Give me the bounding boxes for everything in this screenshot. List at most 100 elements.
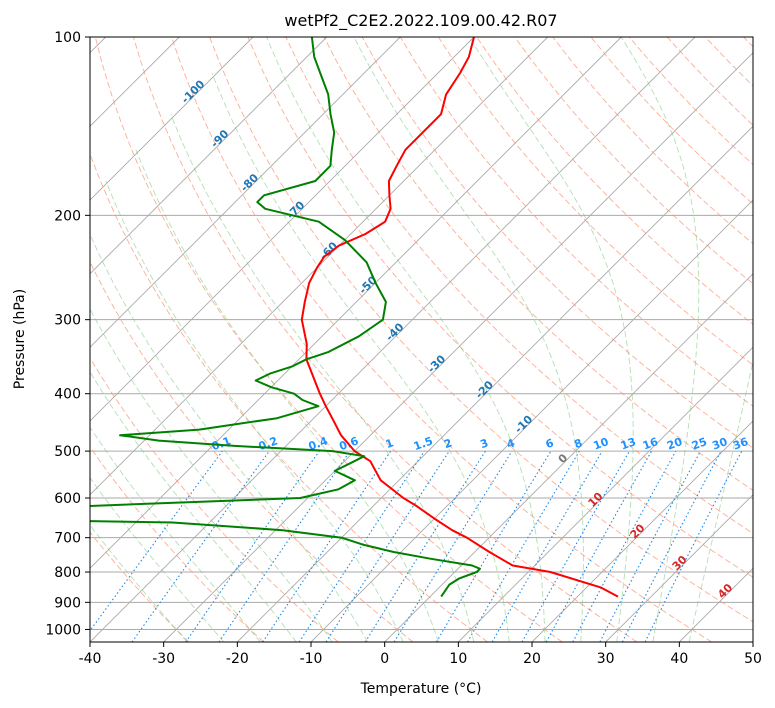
moist-adiabat-line	[90, 426, 261, 642]
moist-adiabat-line	[135, 149, 439, 642]
y-tick-label: 800	[54, 565, 81, 581]
isotherm-label: -40	[383, 320, 406, 343]
x-tick-label: 10	[449, 651, 467, 667]
mixing-ratio-label: 8	[572, 436, 584, 451]
mixing-ratio-label: 30	[710, 435, 729, 453]
x-tick-label: -40	[79, 651, 102, 667]
isotherm-label: -10	[512, 412, 535, 435]
mixing-ratio-line	[298, 450, 425, 642]
isotherm-label: -30	[425, 352, 448, 375]
dry-adiabat-line	[666, 37, 753, 126]
mixing-ratio-line	[572, 450, 677, 642]
dry-adiabat-line	[704, 37, 753, 87]
isotherm-line	[90, 37, 328, 275]
dry-adiabat-line	[90, 152, 488, 642]
mixing-ratio-line	[262, 450, 392, 642]
dry-adiabat-line	[209, 37, 753, 623]
mixing-ratio-label: 1.5	[412, 434, 435, 453]
wet-bulb-label: 40	[715, 581, 735, 601]
dry-adiabat-line	[552, 37, 753, 245]
isotherm-label: -20	[473, 378, 496, 401]
moist-adiabat-line	[688, 359, 753, 642]
moist-adiabat-line	[90, 370, 297, 642]
moist-adiabat-line	[90, 524, 188, 642]
isotherm-line	[457, 346, 753, 642]
x-tick-label: 0	[380, 651, 389, 667]
dry-adiabat-line	[90, 261, 414, 642]
mixing-ratio-line	[185, 450, 320, 642]
mixing-ratio-line	[521, 450, 630, 642]
mixing-ratio-label: 0.1	[210, 434, 233, 453]
mixing-ratio-label: 3	[478, 436, 490, 451]
isotherm-label: -100	[179, 77, 208, 106]
dry-adiabat-line	[247, 37, 753, 578]
mixing-ratio-line	[435, 450, 552, 642]
chart-title: wetPf2_C2E2.2022.109.00.42.R07	[284, 11, 557, 31]
moist-adiabat-line	[211, 72, 510, 642]
isotherm-line	[163, 52, 753, 642]
y-tick-label: 900	[54, 595, 81, 611]
y-tick-label: 300	[54, 313, 81, 329]
dry-adiabat-line	[171, 37, 712, 642]
y-tick-label: 600	[54, 491, 81, 507]
mixing-ratio-label: 16	[641, 435, 660, 453]
mixing-ratio-label: 6	[544, 436, 556, 451]
x-tick-label: -30	[152, 651, 175, 667]
mixing-ratio-label: 25	[690, 435, 709, 452]
mixing-ratio-label: 2	[442, 436, 454, 451]
moist-adiabat-line	[90, 477, 225, 642]
y-tick-label: 400	[54, 387, 81, 403]
mixing-ratio-label: 4	[505, 436, 517, 451]
dry-adiabat-line	[399, 37, 753, 407]
dry-adiabat-line	[90, 446, 264, 642]
moist-adiabat-line	[266, 37, 546, 642]
isotherm-line	[90, 37, 549, 496]
dry-adiabat-line	[476, 37, 753, 325]
moist-adiabat-line	[90, 233, 369, 642]
mixing-ratio-line	[393, 450, 513, 642]
x-tick-label: 40	[670, 651, 688, 667]
moist-adiabat-line	[469, 37, 634, 642]
isotherm-line	[90, 37, 254, 201]
moist-adiabat-line	[105, 180, 404, 642]
y-axis-label: Pressure (hPa)	[12, 289, 28, 389]
mixing-ratio-label: 10	[592, 435, 611, 453]
mixing-ratio-line	[545, 450, 653, 642]
dewpoint-profile-line	[90, 37, 481, 598]
mixing-ratio-label: 36	[731, 435, 750, 453]
y-tick-label: 500	[54, 444, 81, 460]
dry-adiabat-line	[90, 356, 339, 642]
y-tick-label: 700	[54, 531, 81, 547]
isotherm-line	[678, 567, 753, 642]
mixing-ratio-line	[218, 450, 351, 642]
dry-adiabat-line	[285, 37, 753, 535]
wet-bulb-label: 30	[670, 553, 690, 573]
x-axis-label: Temperature (°C)	[360, 681, 482, 697]
mixing-ratio-label: 13	[619, 435, 638, 452]
mixing-ratio-line	[90, 450, 223, 632]
dry-adiabat-line	[361, 37, 753, 449]
dry-adiabat-line	[438, 37, 753, 366]
wet-bulb-label: 10	[586, 490, 606, 510]
plot-frame	[89, 36, 754, 643]
x-tick-label: 30	[597, 651, 615, 667]
dry-adiabat-line	[590, 37, 753, 205]
mixing-ratio-label: 1	[384, 436, 396, 451]
mixing-ratio-label: 0.2	[257, 434, 280, 453]
dry-adiabat-line	[132, 37, 638, 642]
moist-adiabat-line	[90, 308, 333, 642]
x-tick-label: 20	[523, 651, 541, 667]
isotherm-line	[90, 37, 622, 569]
temperature-profile-line	[300, 37, 619, 598]
x-tick-label: 50	[744, 651, 762, 667]
moist-adiabat-line	[353, 37, 584, 642]
dry-adiabat-line	[90, 531, 190, 642]
mixing-ratio-line	[131, 450, 270, 642]
isotherm-line	[752, 641, 753, 642]
x-tick-label: -20	[226, 651, 249, 667]
isotherm-line	[236, 125, 753, 642]
mixing-ratio-line	[325, 450, 450, 642]
isotherm-line	[310, 199, 753, 642]
y-tick-label: 200	[54, 208, 81, 224]
